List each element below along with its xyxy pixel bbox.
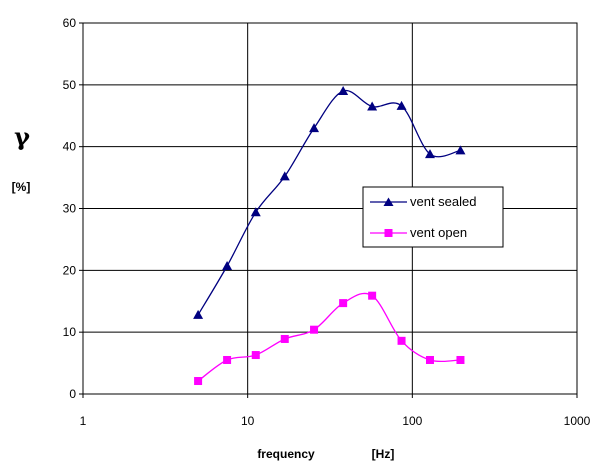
y-tick-label: 0: [69, 387, 76, 401]
x-axis-label: frequency: [257, 447, 315, 461]
y-tick-label: 20: [63, 263, 77, 277]
data-point-vent-open: [223, 355, 232, 364]
data-point-vent-open: [456, 355, 465, 364]
legend-label-vent-sealed: vent sealed: [410, 194, 477, 209]
y-tick-label: 40: [63, 140, 77, 154]
series-layer: [193, 86, 466, 386]
y-tick-label: 10: [63, 325, 77, 339]
data-point-vent-sealed: [309, 123, 320, 133]
x-tick-label: 1000: [564, 414, 591, 428]
x-tick-label: 10: [241, 414, 255, 428]
y-axis-unit: [%]: [12, 180, 31, 194]
y-axis-symbol: γ: [14, 122, 30, 151]
data-point-vent-sealed: [396, 100, 407, 110]
x-tick-label: 1: [80, 414, 87, 428]
data-point-vent-open: [280, 334, 289, 343]
data-point-vent-sealed: [279, 171, 290, 181]
data-point-vent-open: [425, 355, 434, 364]
data-point-vent-sealed: [338, 86, 349, 96]
x-tick-label: 100: [402, 414, 422, 428]
data-point-vent-sealed: [193, 309, 204, 319]
data-point-vent-sealed: [222, 261, 233, 271]
series-line-vent-open: [197, 292, 461, 382]
series-line-vent-sealed: [197, 89, 461, 316]
x-axis-unit: [Hz]: [372, 447, 395, 461]
data-point-vent-open: [368, 291, 377, 300]
y-tick-label: 60: [63, 16, 77, 30]
data-point-vent-sealed: [424, 149, 435, 159]
y-tick-label: 50: [63, 78, 77, 92]
legend-label-vent-open: vent open: [410, 225, 467, 240]
legend-marker-vent-open: [384, 229, 393, 237]
data-point-vent-sealed: [455, 145, 466, 155]
data-point-vent-sealed: [367, 101, 378, 111]
tick-labels: 0 10 20 30 40 50 60 1 10 100 1000: [63, 16, 591, 428]
data-point-vent-sealed: [250, 207, 261, 217]
data-point-vent-open: [310, 325, 319, 334]
data-point-vent-open: [339, 299, 348, 308]
data-point-vent-open: [251, 351, 260, 360]
legend: vent sealed vent open: [362, 186, 504, 248]
y-tick-label: 30: [63, 202, 77, 216]
data-point-vent-open: [397, 336, 406, 345]
data-point-vent-open: [194, 377, 203, 386]
legend-marker-vent-sealed: [383, 197, 394, 206]
